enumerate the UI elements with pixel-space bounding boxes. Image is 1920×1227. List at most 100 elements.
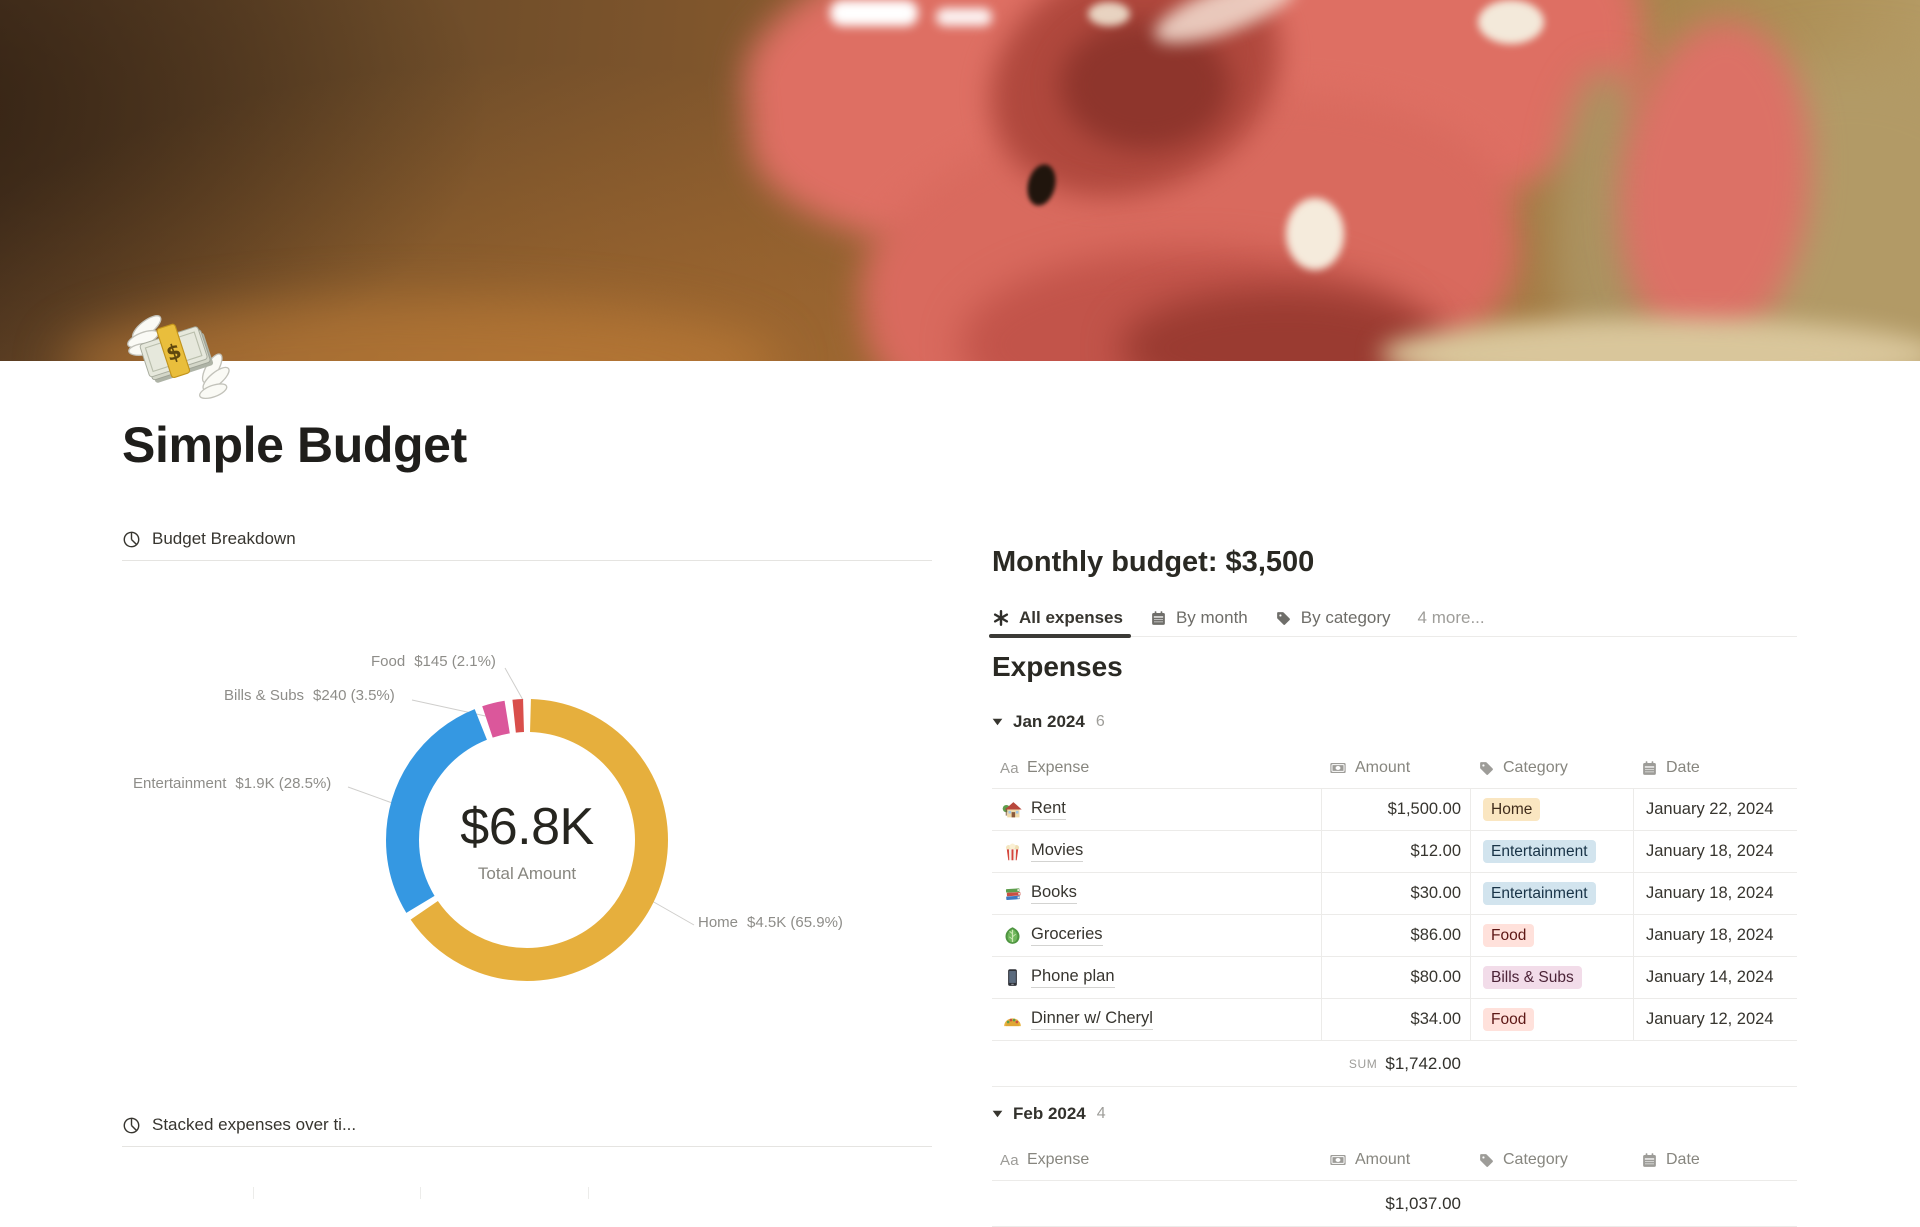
triangle-down-icon — [992, 713, 1003, 731]
category-cell[interactable]: Entertainment — [1470, 831, 1633, 872]
table-row[interactable]: Dinner w/ Cheryl $34.00 Food January 12, 20… — [992, 999, 1797, 1041]
calendar-icon — [1641, 1152, 1658, 1169]
column-header-date[interactable]: Date — [1633, 748, 1797, 788]
mobile-phone-icon — [1002, 967, 1023, 988]
expense-title-link[interactable]: Phone plan — [1031, 967, 1115, 988]
table-row[interactable]: Books $30.00 Entertainment January 18, 2024 — [992, 873, 1797, 915]
expense-table: Aa Expense Amount Category Date $1,037.00 — [992, 1140, 1797, 1227]
column-header-category[interactable]: Category — [1470, 748, 1633, 788]
pie-chart-icon — [122, 1116, 141, 1135]
date-cell[interactable]: January 22, 2024 — [1633, 789, 1797, 830]
donut-ring[interactable] — [317, 630, 737, 1050]
expense-groups: Jan 2024 6 Aa Expense Amount Category Date Rent… — [992, 708, 1797, 1227]
more-views-button[interactable]: 4 more... — [1417, 608, 1485, 627]
group-header: Jan 2024 6 — [992, 708, 1797, 736]
table-row[interactable]: Movies $12.00 Entertainment January 18, 202… — [992, 831, 1797, 873]
money-with-wings-icon[interactable]: $ — [122, 299, 236, 413]
amount-cell[interactable]: $12.00 — [1321, 831, 1470, 872]
expense-cell[interactable]: Movies — [992, 831, 1321, 872]
monthly-budget-heading[interactable]: Monthly budget: $3,500 — [992, 546, 1315, 578]
triangle-down-icon — [992, 1105, 1003, 1123]
view-tabs: All expenses By month By category 4 more... — [989, 600, 1797, 638]
amount-cell[interactable]: $30.00 — [1321, 873, 1470, 914]
date-cell[interactable]: January 18, 2024 — [1633, 915, 1797, 956]
group-count: 4 — [1096, 1105, 1106, 1122]
table-row[interactable]: Phone plan $80.00 Bills & Subs January 14, … — [992, 957, 1797, 999]
date-cell[interactable]: January 14, 2024 — [1633, 957, 1797, 998]
banknote-icon — [1329, 1151, 1347, 1169]
expense-cell[interactable]: Phone plan — [992, 957, 1321, 998]
donut-label-bills-subs: Bills & Subs $240 (3.5%) — [224, 687, 395, 704]
expense-cell[interactable]: Rent — [992, 789, 1321, 830]
category-badge: Bills & Subs — [1483, 966, 1582, 989]
leafy-green-icon — [1002, 925, 1023, 946]
expense-cell[interactable]: Groceries — [992, 915, 1321, 956]
taco-icon — [1002, 1009, 1023, 1030]
group-toggle[interactable] — [992, 1105, 1003, 1123]
tab-all-expenses[interactable]: All expenses — [989, 600, 1131, 638]
column-header-label: Date — [1666, 759, 1700, 776]
tab-by-category[interactable]: By category — [1275, 600, 1391, 636]
column-header-amount[interactable]: Amount — [1321, 1140, 1470, 1180]
page-title[interactable]: Simple Budget — [122, 417, 467, 473]
expense-cell[interactable]: Dinner w/ Cheryl — [992, 999, 1321, 1040]
date-cell[interactable]: January 18, 2024 — [1633, 831, 1797, 872]
column-header-label: Date — [1666, 1151, 1700, 1168]
donut-segment-entertainment[interactable] — [386, 699, 668, 981]
breakdown-chart-title: Budget Breakdown — [152, 529, 296, 548]
date-cell[interactable]: January 18, 2024 — [1633, 873, 1797, 914]
sum-label: SUM — [1348, 1056, 1378, 1071]
asterisk-icon — [992, 609, 1010, 627]
group-name[interactable]: Feb 2024 — [1013, 1104, 1086, 1123]
amount-cell[interactable]: $1,500.00 — [1321, 789, 1470, 830]
group-sum-row: $1,037.00 — [992, 1181, 1797, 1227]
table-row[interactable]: Groceries $86.00 Food January 18, 2024 — [992, 915, 1797, 957]
category-cell[interactable]: Home — [1470, 789, 1633, 830]
expense-title-link[interactable]: Rent — [1031, 799, 1066, 820]
group-sum-row: SUM $1,742.00 — [992, 1041, 1797, 1087]
group-header: Feb 2024 4 — [992, 1100, 1797, 1128]
category-cell[interactable]: Food — [1470, 999, 1633, 1040]
category-cell[interactable]: Food — [1470, 915, 1633, 956]
column-header-expense[interactable]: Aa Expense — [992, 1140, 1321, 1180]
tab-by-month[interactable]: By month — [1150, 600, 1248, 636]
sum-value: $1,742.00 — [1385, 1053, 1461, 1073]
expense-title-link[interactable]: Groceries — [1031, 925, 1103, 946]
category-cell[interactable]: Bills & Subs — [1470, 957, 1633, 998]
tab-label: All expenses — [1019, 608, 1123, 627]
column-header-label: Amount — [1355, 759, 1411, 776]
group-sum[interactable]: SUM $1,742.00 — [992, 1041, 1470, 1086]
banknote-icon — [1329, 759, 1347, 777]
expense-title-link[interactable]: Dinner w/ Cheryl — [1031, 1009, 1153, 1030]
category-badge: Entertainment — [1483, 882, 1596, 905]
cover-image — [0, 0, 1920, 361]
category-cell[interactable]: Entertainment — [1470, 873, 1633, 914]
donut-segment-home[interactable] — [386, 699, 668, 981]
donut-label-food: Food $145 (2.1%) — [371, 653, 496, 670]
table-header-row: Aa Expense Amount Category Date — [992, 1140, 1797, 1181]
column-header-amount[interactable]: Amount — [1321, 748, 1470, 788]
tag-icon — [1478, 760, 1495, 777]
pie-chart-icon — [122, 530, 141, 549]
group-count: 6 — [1095, 713, 1105, 730]
amount-cell[interactable]: $80.00 — [1321, 957, 1470, 998]
svg-text:$: $ — [163, 339, 184, 366]
expenses-heading[interactable]: Expenses — [992, 651, 1123, 682]
amount-cell[interactable]: $86.00 — [1321, 915, 1470, 956]
donut-chart: $6.8K Total Amount Food $145 (2.1%) Bills… — [122, 561, 932, 1101]
expense-cell[interactable]: Books — [992, 873, 1321, 914]
group-name[interactable]: Jan 2024 — [1013, 712, 1085, 731]
group-sum[interactable]: $1,037.00 — [992, 1181, 1470, 1226]
tab-label: By category — [1300, 608, 1391, 627]
group-toggle[interactable] — [992, 713, 1003, 731]
column-header-category[interactable]: Category — [1470, 1140, 1633, 1180]
table-row[interactable]: Rent $1,500.00 Home January 22, 2024 — [992, 789, 1797, 831]
column-header-date[interactable]: Date — [1633, 1140, 1797, 1180]
expense-title-link[interactable]: Movies — [1031, 841, 1084, 862]
aa-icon: Aa — [1000, 759, 1019, 777]
expense-title-link[interactable]: Books — [1031, 883, 1077, 904]
amount-cell[interactable]: $34.00 — [1321, 999, 1470, 1040]
date-cell[interactable]: January 12, 2024 — [1633, 999, 1797, 1040]
column-header-expense[interactable]: Aa Expense — [992, 748, 1321, 788]
